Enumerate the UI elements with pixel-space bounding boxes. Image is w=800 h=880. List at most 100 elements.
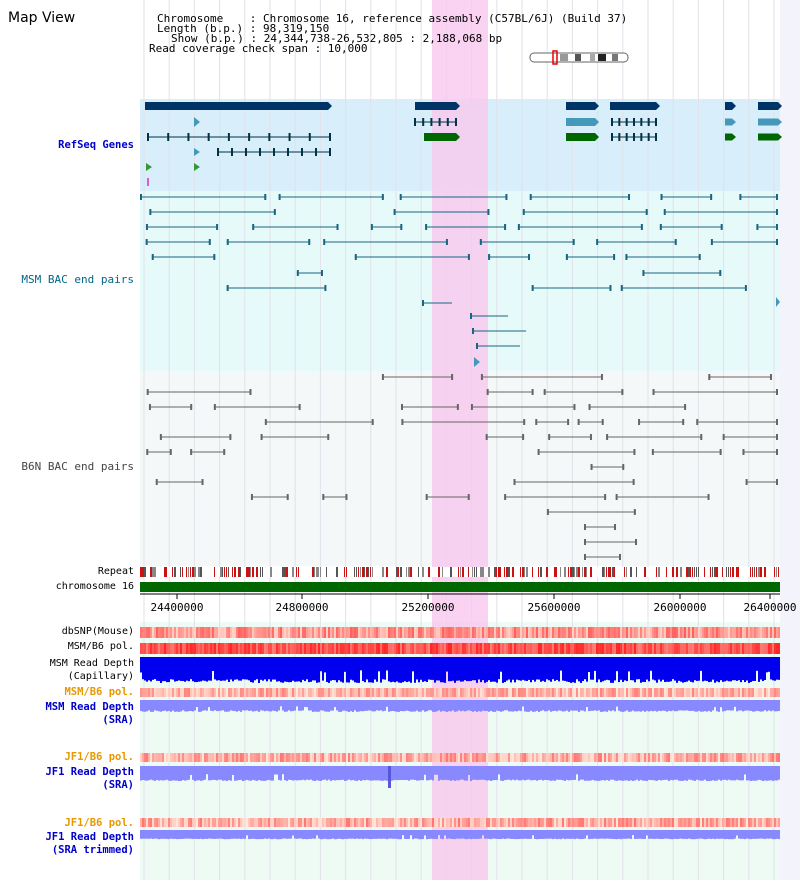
depth-bar xyxy=(560,657,562,671)
polymorphism-cell xyxy=(768,753,770,762)
polymorphism-cell xyxy=(170,688,172,697)
depth-bar xyxy=(606,830,608,839)
depth-bar xyxy=(520,657,522,681)
depth-bar xyxy=(428,830,430,839)
track-label-refseq[interactable]: RefSeq Genes xyxy=(58,139,134,151)
polymorphism-cell xyxy=(288,627,290,638)
polymorphism-cell xyxy=(738,688,740,697)
track-label-msm-pol-2[interactable]: MSM/B6 pol. xyxy=(64,686,134,698)
depth-bar xyxy=(744,700,746,711)
depth-bar xyxy=(162,766,164,781)
polymorphism-cell xyxy=(334,643,336,654)
repeat-element xyxy=(488,567,490,577)
repeat-element xyxy=(150,567,152,577)
polymorphism-cell xyxy=(568,688,570,697)
bac-end xyxy=(719,270,722,276)
track-label-jf1-trim-1[interactable]: JF1 Read Depth xyxy=(45,831,134,843)
repeat-element xyxy=(572,567,574,577)
depth-bar xyxy=(624,830,626,839)
polymorphism-cell xyxy=(382,818,384,827)
depth-bar xyxy=(460,766,462,780)
depth-bar xyxy=(242,657,244,680)
polymorphism-cell xyxy=(630,688,632,697)
polymorphism-cell xyxy=(272,818,274,827)
polymorphism-cell xyxy=(604,818,606,827)
depth-bar xyxy=(328,766,330,780)
polymorphism-cell xyxy=(308,627,310,638)
polymorphism-cell xyxy=(740,688,742,697)
depth-bar xyxy=(750,830,752,840)
polymorphism-cell xyxy=(214,753,216,762)
polymorphism-cell xyxy=(644,627,646,638)
depth-bar xyxy=(332,766,334,781)
depth-bar xyxy=(646,657,648,680)
bac-end xyxy=(613,254,616,260)
depth-bar xyxy=(482,700,484,711)
depth-bar xyxy=(424,766,426,775)
repeat-element xyxy=(554,567,556,577)
depth-bar xyxy=(762,657,764,682)
axis-tick-label: 26400000 xyxy=(743,601,797,614)
polymorphism-cell xyxy=(362,818,364,827)
depth-bar xyxy=(172,700,174,711)
polymorphism-cell xyxy=(322,627,324,638)
polymorphism-cell xyxy=(774,753,776,762)
depth-bar xyxy=(280,700,282,707)
depth-bar xyxy=(540,766,542,780)
depth-bar xyxy=(412,766,414,780)
depth-bar xyxy=(668,830,670,839)
polymorphism-cell xyxy=(252,688,254,697)
repeat-element xyxy=(284,567,286,577)
polymorphism-cell xyxy=(226,688,228,697)
polymorphism-cell xyxy=(144,627,146,638)
depth-bar xyxy=(320,830,322,840)
depth-bar xyxy=(224,657,226,681)
depth-bar xyxy=(308,657,310,683)
polymorphism-cell xyxy=(764,818,766,827)
track-label-dbsnp[interactable]: dbSNP(Mouse) xyxy=(61,626,134,637)
polymorphism-cell xyxy=(568,818,570,827)
polymorphism-cell xyxy=(386,627,388,638)
polymorphism-cell xyxy=(574,753,576,762)
bac-end xyxy=(535,419,538,425)
depth-bar xyxy=(406,657,408,683)
track-label-b6n-bac[interactable]: B6N BAC end pairs xyxy=(21,460,134,473)
depth-bar xyxy=(258,657,260,683)
track-label-msm-depth-sra-1[interactable]: MSM Read Depth xyxy=(45,701,134,713)
bac-end xyxy=(467,494,470,500)
repeat-element xyxy=(318,567,319,577)
polymorphism-cell xyxy=(266,643,268,654)
depth-bar xyxy=(368,657,370,683)
depth-bar xyxy=(290,766,292,780)
polymorphism-cell xyxy=(222,627,224,638)
track-label-msm-depth-cap-1[interactable]: MSM Read Depth xyxy=(49,658,134,669)
polymorphism-cell xyxy=(400,818,402,827)
depth-bar xyxy=(764,657,766,680)
polymorphism-cell xyxy=(558,643,560,654)
polymorphism-cell xyxy=(390,818,392,827)
polymorphism-cell xyxy=(508,688,510,697)
bac-end xyxy=(614,524,616,530)
track-label-jf1-pol-1[interactable]: JF1/B6 pol. xyxy=(64,751,134,763)
depth-bar xyxy=(296,657,298,682)
polymorphism-cell xyxy=(598,818,600,827)
polymorphism-cell xyxy=(278,627,280,638)
track-label-msm-bac[interactable]: MSM BAC end pairs xyxy=(21,273,134,286)
polymorphism-cell xyxy=(334,818,336,827)
depth-bar xyxy=(380,657,382,683)
track-label-jf1-depth-1[interactable]: JF1 Read Depth xyxy=(45,766,134,778)
polymorphism-cell xyxy=(436,818,438,827)
depth-bar xyxy=(444,830,446,836)
track-label-jf1-pol-2[interactable]: JF1/B6 pol. xyxy=(64,817,134,829)
polymorphism-cell xyxy=(206,643,208,654)
polymorphism-cell xyxy=(242,688,244,697)
polymorphism-cell xyxy=(534,688,536,697)
polymorphism-cell xyxy=(664,688,666,697)
polymorphism-cell xyxy=(148,688,150,697)
depth-bar xyxy=(146,700,148,712)
polymorphism-cell xyxy=(616,627,618,638)
track-label-msm-pol-1[interactable]: MSM/B6 pol. xyxy=(67,641,134,652)
depth-bar xyxy=(382,830,384,839)
polymorphism-cell xyxy=(396,818,398,827)
